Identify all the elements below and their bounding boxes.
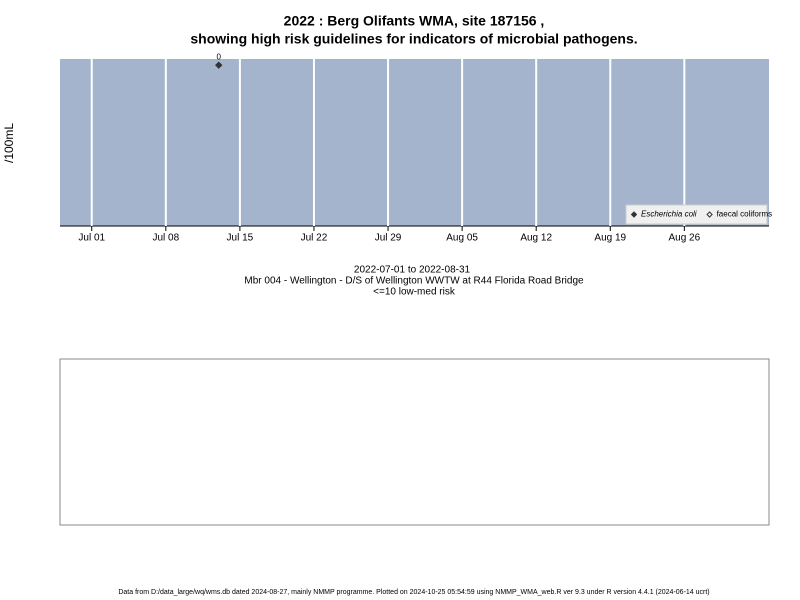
x-tick-label: Aug 26: [668, 233, 700, 244]
caption: 2022-07-01 to 2022-08-31: [354, 265, 471, 276]
legend-label: Escherichia coli: [641, 210, 697, 219]
x-tick-label: Jul 15: [227, 233, 254, 244]
x-tick-label: Aug 05: [446, 233, 478, 244]
x-tick-label: Jul 01: [78, 233, 105, 244]
chart-title: 2022 : Berg Olifants WMA, site 187156 ,: [284, 13, 545, 29]
legend-marker: [630, 211, 638, 218]
caption: <=10 low-med risk: [373, 287, 456, 298]
caption: Mbr 004 - Wellington - D/S of Wellington…: [244, 276, 584, 287]
data-point: [215, 61, 223, 69]
x-tick-label: Jul 22: [301, 233, 328, 244]
legend-label: faecal coliforms: [717, 210, 773, 219]
plot-background: [60, 59, 769, 226]
x-tick-label: Aug 12: [520, 233, 552, 244]
legend-box: [625, 204, 768, 225]
data-label: 0: [217, 52, 222, 61]
x-tick-label: Jul 29: [375, 233, 402, 244]
legend-marker: [706, 211, 713, 218]
x-tick-label: Jul 08: [152, 233, 179, 244]
empty-panel: [59, 358, 770, 526]
footer: Data from D:/data_large/wq/wms.db dated …: [118, 589, 709, 596]
y-axis-label: /100mL: [2, 123, 16, 163]
x-tick-label: Aug 19: [594, 233, 626, 244]
chart-subtitle: showing high risk guidelines for indicat…: [190, 31, 637, 47]
